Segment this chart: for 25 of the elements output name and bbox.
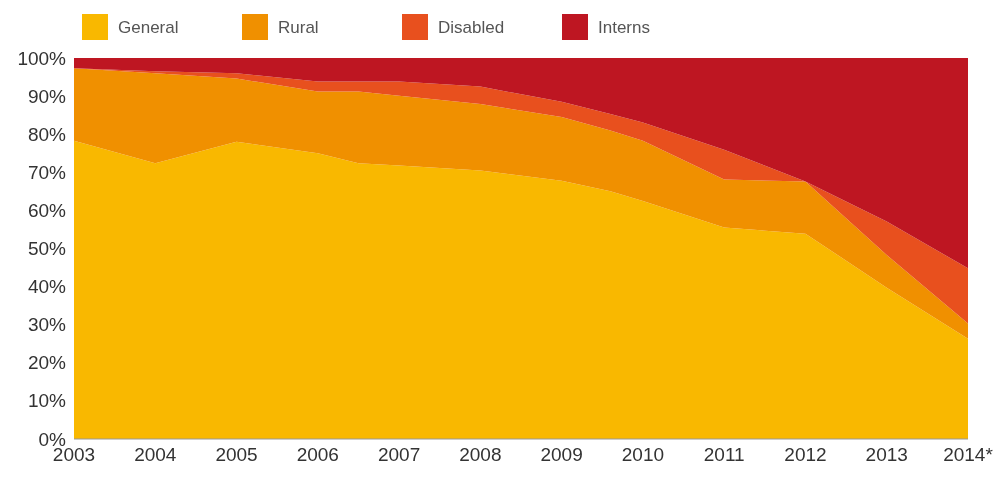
y-tick-label: 70% xyxy=(27,161,67,183)
x-tick-label: 2009 xyxy=(540,444,583,465)
x-tick-label: 2014* xyxy=(943,444,994,465)
y-tick-label: 60% xyxy=(27,199,67,221)
x-tick-label: 2006 xyxy=(296,444,339,465)
y-tick-label: 30% xyxy=(27,314,67,336)
x-tick-label: 2005 xyxy=(215,444,258,465)
legend-label: General xyxy=(118,17,179,37)
x-tick-label: 2007 xyxy=(377,444,421,465)
y-tick-label: 90% xyxy=(27,85,67,107)
x-tick-label: 2012 xyxy=(784,444,827,465)
x-tick-label: 2008 xyxy=(459,444,502,465)
y-tick-label: 80% xyxy=(27,123,67,145)
legend-label: Rural xyxy=(278,17,319,37)
y-tick-label: 20% xyxy=(27,352,67,374)
x-tick-label: 2011 xyxy=(703,444,745,465)
y-tick-label: 40% xyxy=(27,276,67,298)
x-tick-label: 2010 xyxy=(621,444,665,465)
legend-label: Disabled xyxy=(438,17,505,37)
x-tick-label: 2004 xyxy=(134,444,177,465)
legend-label: Interns xyxy=(598,17,650,37)
y-tick-label: 100% xyxy=(17,47,67,69)
x-tick-label: 2013 xyxy=(865,444,908,465)
y-tick-label: 50% xyxy=(27,238,67,259)
y-tick-label: 10% xyxy=(27,390,67,412)
